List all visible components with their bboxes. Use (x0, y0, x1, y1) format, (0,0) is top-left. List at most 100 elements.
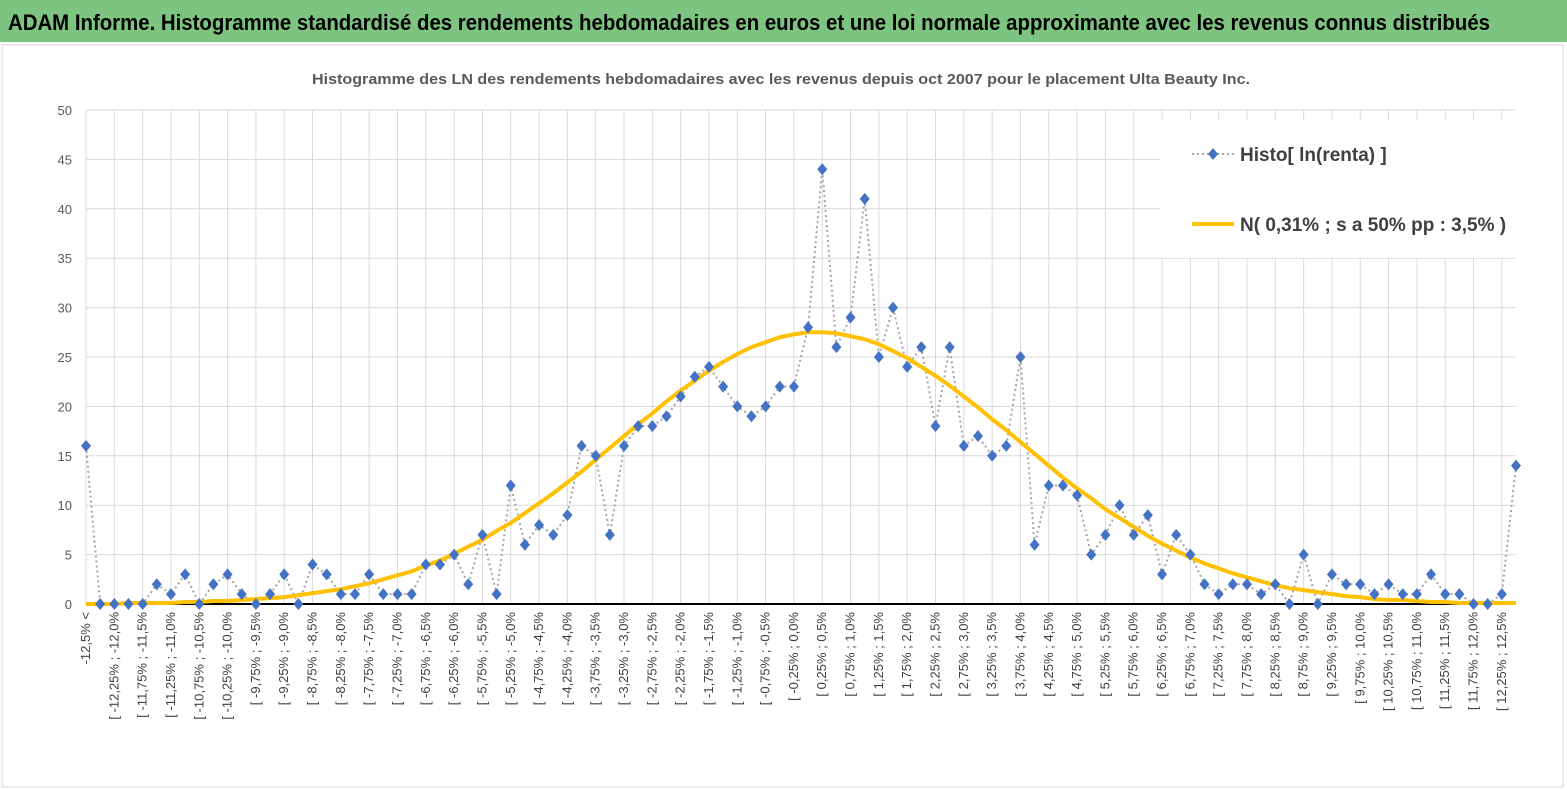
x-tick-label: [ 3,25% ; 3,5% (984, 612, 999, 697)
y-tick-label: 35 (58, 251, 72, 266)
x-tick-label: [ -6,25% ; -6,0% (446, 612, 461, 706)
x-tick-label: [ -5,75% ; -5,5% (474, 612, 489, 706)
histogram-marker (803, 321, 814, 334)
legend-label: N( 0,31% ; s a 50% pp : 3,5% ) (1240, 215, 1506, 236)
histogram-marker (1369, 588, 1380, 601)
y-tick-label: 15 (58, 449, 72, 464)
histogram-marker (1355, 578, 1366, 591)
x-tick-label: [ -8,75% ; -8,5% (305, 612, 320, 706)
histogram-marker (265, 588, 276, 601)
histogram-marker (491, 588, 502, 601)
histogram-marker (1511, 459, 1521, 472)
x-tick-label: [ -7,75% ; -7,5% (361, 612, 376, 706)
legend-label: Histo[ ln(renta) ] (1240, 145, 1387, 166)
histogram-marker (534, 518, 545, 531)
histogram-marker (788, 380, 799, 393)
histogram-marker (236, 588, 247, 601)
histogram-marker (1157, 568, 1168, 581)
histogram-marker (151, 578, 162, 591)
histogram-marker (1440, 588, 1451, 601)
histogram-marker (95, 598, 106, 610)
histogram-marker (81, 439, 91, 452)
x-tick-label: [ -8,25% ; -8,0% (333, 612, 348, 706)
x-tick-label: [ -10,75% ; -10,5% (191, 612, 206, 720)
histogram-marker (378, 588, 389, 601)
histogram-marker (1142, 509, 1153, 522)
x-tick-label: [ -11,25% ; -11,0% (163, 612, 178, 718)
y-tick-label: 0 (65, 597, 72, 612)
histogram-marker (307, 558, 318, 571)
histogram-marker (1015, 351, 1026, 363)
histogram-marker (548, 528, 559, 541)
histogram-marker (1256, 588, 1267, 601)
histogram-marker (1454, 588, 1465, 601)
legend-box (1160, 120, 1516, 258)
histogram-marker (165, 588, 176, 601)
x-tick-label: [ 5,25% ; 5,5% (1097, 612, 1112, 697)
histogram-marker (774, 380, 785, 393)
chart-title: Histogramme des LN des rendements hebdom… (312, 71, 1250, 88)
x-tick-label: [ 0,25% ; 0,5% (814, 612, 829, 697)
histogram-marker (1128, 528, 1139, 541)
histogram-marker (137, 598, 148, 610)
histogram-marker (1213, 588, 1224, 601)
histogram-marker (1270, 578, 1281, 591)
x-tick-label: [ -7,25% ; -7,0% (389, 612, 404, 706)
x-tick-label: [ 12,25% ; 12,5% (1494, 612, 1509, 711)
x-tick-label: [ 11,25% ; 11,5% (1437, 612, 1452, 710)
histogram-marker (718, 380, 729, 393)
histogram-marker (831, 341, 842, 354)
x-tick-label: [ 3,75% ; 4,0% (1012, 612, 1027, 697)
histogram-marker (1284, 598, 1295, 610)
histogram-marker (406, 588, 417, 601)
histogram-marker (420, 558, 431, 571)
histogram-marker (1426, 568, 1437, 581)
x-tick-label: [ -0,25% ; 0,0% (786, 612, 801, 701)
y-tick-label: 45 (58, 152, 72, 167)
histogram-marker (732, 400, 743, 413)
histogram-marker (633, 420, 644, 433)
histogram-marker (1298, 548, 1309, 561)
histogram-marker (604, 528, 615, 541)
x-tick-label: [ -9,25% ; -9,0% (276, 612, 291, 706)
x-tick-label: [ -4,25% ; -4,0% (559, 612, 574, 706)
histogram-marker (123, 598, 134, 610)
x-tick-label: [ 5,75% ; 6,0% (1126, 612, 1141, 697)
histogram-marker (1057, 479, 1068, 492)
histogram-marker (647, 420, 658, 433)
histogram-marker (619, 439, 630, 452)
x-tick-label: [ -2,75% ; -2,5% (644, 612, 659, 706)
x-tick-label: [ -11,75% ; -11,5% (135, 612, 150, 718)
histogram-marker (1001, 439, 1012, 452)
histogram-marker (930, 420, 941, 433)
x-tick-label: [ -10,25% ; -10,0% (220, 612, 235, 720)
x-tick-label: [ 1,25% ; 1,5% (871, 612, 886, 697)
x-tick-label: [ 6,75% ; 7,0% (1182, 612, 1197, 697)
histogram-marker (250, 598, 261, 610)
histogram-marker (505, 479, 516, 492)
histogram-marker (434, 558, 445, 571)
histogram-marker (1397, 588, 1408, 601)
histogram-marker (208, 578, 219, 591)
x-tick-label: [ 2,75% ; 3,0% (956, 612, 971, 697)
histogram-marker (845, 311, 856, 324)
histogram-marker (449, 548, 460, 561)
x-tick-label: [ 4,75% ; 5,0% (1069, 612, 1084, 697)
x-tick-label: [ 7,75% ; 8,0% (1239, 612, 1254, 697)
histogram-marker (180, 568, 191, 581)
x-tick-label: [ -0,75% ; -0,5% (758, 612, 773, 706)
histogram-marker (1411, 588, 1422, 601)
histogram-marker (760, 400, 771, 413)
x-tick-label: [ -4,75% ; -4,5% (531, 612, 546, 706)
histogram-marker (987, 449, 998, 462)
histogram-marker (1043, 479, 1054, 492)
histogram-marker (321, 568, 332, 581)
x-tick-label: [ -2,25% ; -2,0% (673, 612, 688, 706)
histogram-marker (590, 449, 601, 462)
histogram-marker (972, 430, 983, 443)
x-tick-label: [ 8,75% ; 9,0% (1296, 612, 1311, 697)
histogram-marker (1241, 578, 1252, 591)
histogram-marker (1171, 528, 1182, 541)
